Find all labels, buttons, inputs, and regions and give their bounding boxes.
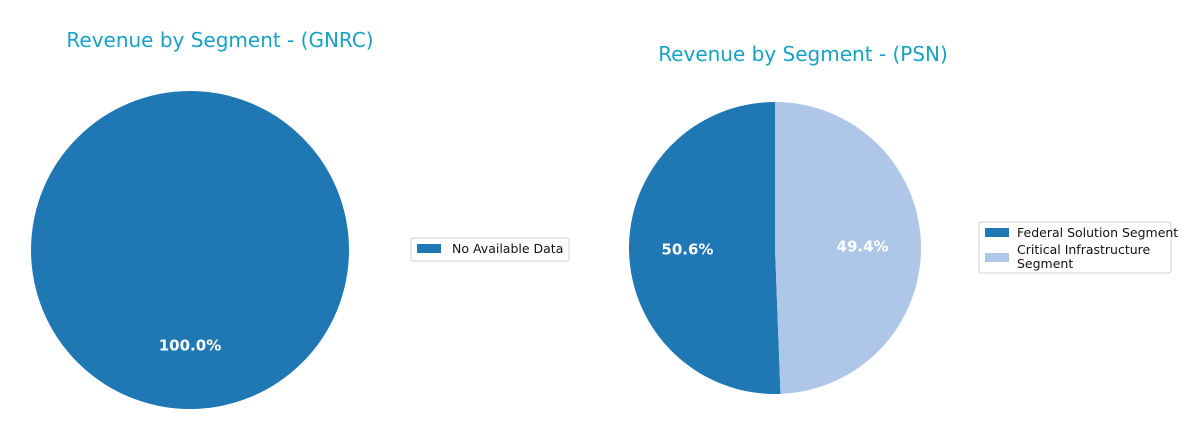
- chart-gnrc: Revenue by Segment - (GNRC) 100.0% No Av…: [31, 28, 570, 409]
- pie-slice: [629, 102, 781, 394]
- legend-label-line: Critical Infrastructure: [1017, 242, 1151, 257]
- pie-slice: [775, 102, 921, 394]
- legend-psn: Federal Solution Segment Critical Infras…: [978, 221, 1178, 274]
- legend-label: Federal Solution Segment: [1017, 225, 1178, 240]
- legend-label: Critical Infrastructure Segment: [1017, 242, 1154, 271]
- legend-gnrc: No Available Data: [410, 237, 570, 262]
- slice-percent-label: 50.6%: [661, 241, 713, 259]
- legend-label: No Available Data: [452, 241, 563, 256]
- slice-percent-label: 100.0%: [159, 336, 221, 354]
- legend-frame-psn: [978, 221, 1172, 274]
- legend-swatch: [985, 253, 1009, 262]
- legend-swatch: [985, 228, 1009, 237]
- slice-percent-label: 49.4%: [837, 237, 889, 255]
- pie-slice: [31, 91, 349, 409]
- legend-frame-gnrc: [410, 237, 570, 262]
- pie-psn: 50.6% 49.4%: [629, 102, 921, 394]
- pie-gnrc: 100.0%: [31, 91, 349, 409]
- chart-title-gnrc: Revenue by Segment - (GNRC): [66, 28, 373, 52]
- chart-title-psn: Revenue by Segment - (PSN): [658, 42, 948, 66]
- chart-psn: Revenue by Segment - (PSN) 50.6% 49.4% Fe…: [629, 42, 1178, 394]
- legend-label-line: Segment: [1017, 256, 1073, 271]
- legend-swatch: [417, 244, 441, 253]
